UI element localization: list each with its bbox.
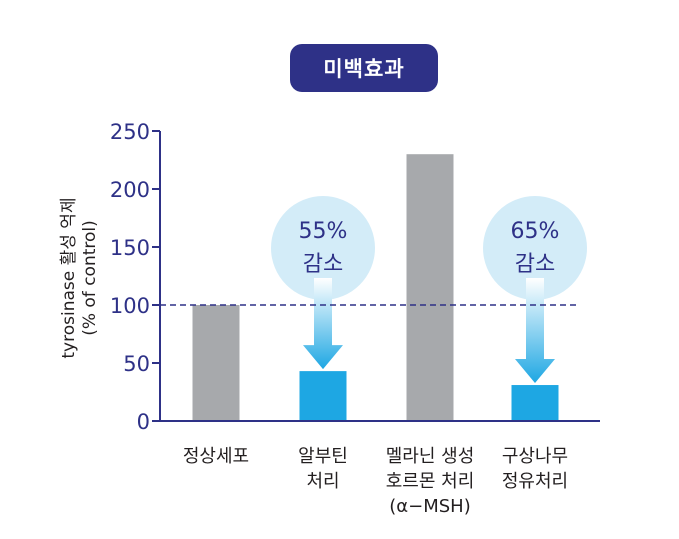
- annotation-arrow: [303, 278, 343, 370]
- y-tick-label: 50: [123, 352, 150, 376]
- y-tick-label: 0: [137, 410, 150, 434]
- annotation-text: 감소: [515, 252, 555, 277]
- x-tick-label: (α−MSH): [389, 496, 470, 517]
- annotation-bubble: [271, 196, 375, 300]
- annotation-text: 65%: [511, 219, 560, 244]
- annotation-arrow: [515, 278, 555, 384]
- x-tick-label: 멜라닌 생성: [386, 446, 475, 467]
- chart-title: 미백효과: [290, 44, 438, 92]
- y-tick-label: 100: [110, 294, 150, 318]
- y-tick-label: 150: [110, 236, 150, 260]
- x-tick-label: 처리: [306, 471, 339, 492]
- x-tick-label: 구상나무: [502, 446, 568, 467]
- annotation-text: 55%: [299, 219, 348, 244]
- x-tick-label: 정유처리: [502, 471, 568, 492]
- y-tick-label: 200: [110, 178, 150, 202]
- x-tick-label: 정상세포: [183, 446, 249, 467]
- bar: [192, 305, 240, 421]
- bar: [406, 154, 454, 421]
- bar: [299, 371, 347, 421]
- annotation-bubble: [483, 196, 587, 300]
- x-tick-label: 알부틴: [298, 446, 348, 467]
- bar: [511, 385, 559, 421]
- annotation-text: 감소: [303, 252, 343, 277]
- y-tick-label: 250: [110, 120, 150, 144]
- x-tick-label: 호르몬 처리: [386, 471, 475, 492]
